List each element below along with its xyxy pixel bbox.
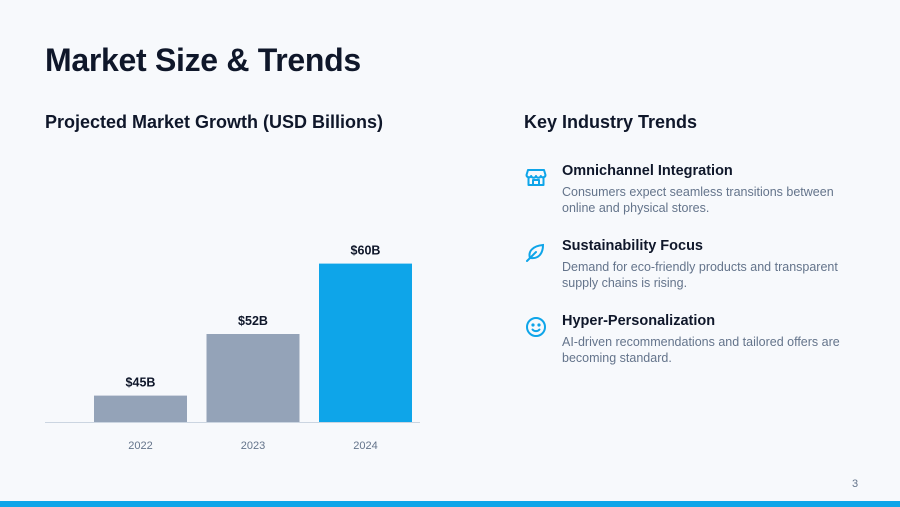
trend-description: Demand for eco-friendly products and tra… [562, 260, 838, 290]
trend-title: Omnichannel Integration [562, 163, 733, 179]
chart-heading: Projected Market Growth (USD Billions) [45, 112, 384, 132]
data-label: $45B [126, 376, 156, 390]
data-label: $60B [351, 244, 381, 258]
trends-heading: Key Industry Trends [524, 112, 698, 132]
slide-title: Market Size & Trends [45, 42, 361, 78]
trend-title: Sustainability Focus [562, 238, 703, 254]
trend-description: Consumers expect seamless transitions be… [562, 185, 834, 215]
trend-title: Hyper-Personalization [562, 313, 716, 329]
x-tick-label: 2024 [353, 440, 377, 452]
bar-chart: $45B 2022 $52B 2023 $60B 2024 [45, 244, 420, 452]
smile-icon [526, 317, 546, 337]
bar-2023 [206, 334, 300, 422]
page-number: 3 [852, 478, 859, 490]
data-label: $52B [238, 314, 268, 328]
store-icon [525, 169, 547, 186]
x-tick-label: 2023 [241, 440, 265, 452]
x-tick-label: 2022 [128, 440, 152, 452]
trend-description: AI-driven recommendations and tailored o… [562, 335, 840, 365]
bar-2024 [319, 263, 412, 422]
bottom-accent-bar [0, 501, 900, 507]
bar-2022 [94, 395, 187, 422]
leaf-icon [526, 243, 545, 262]
